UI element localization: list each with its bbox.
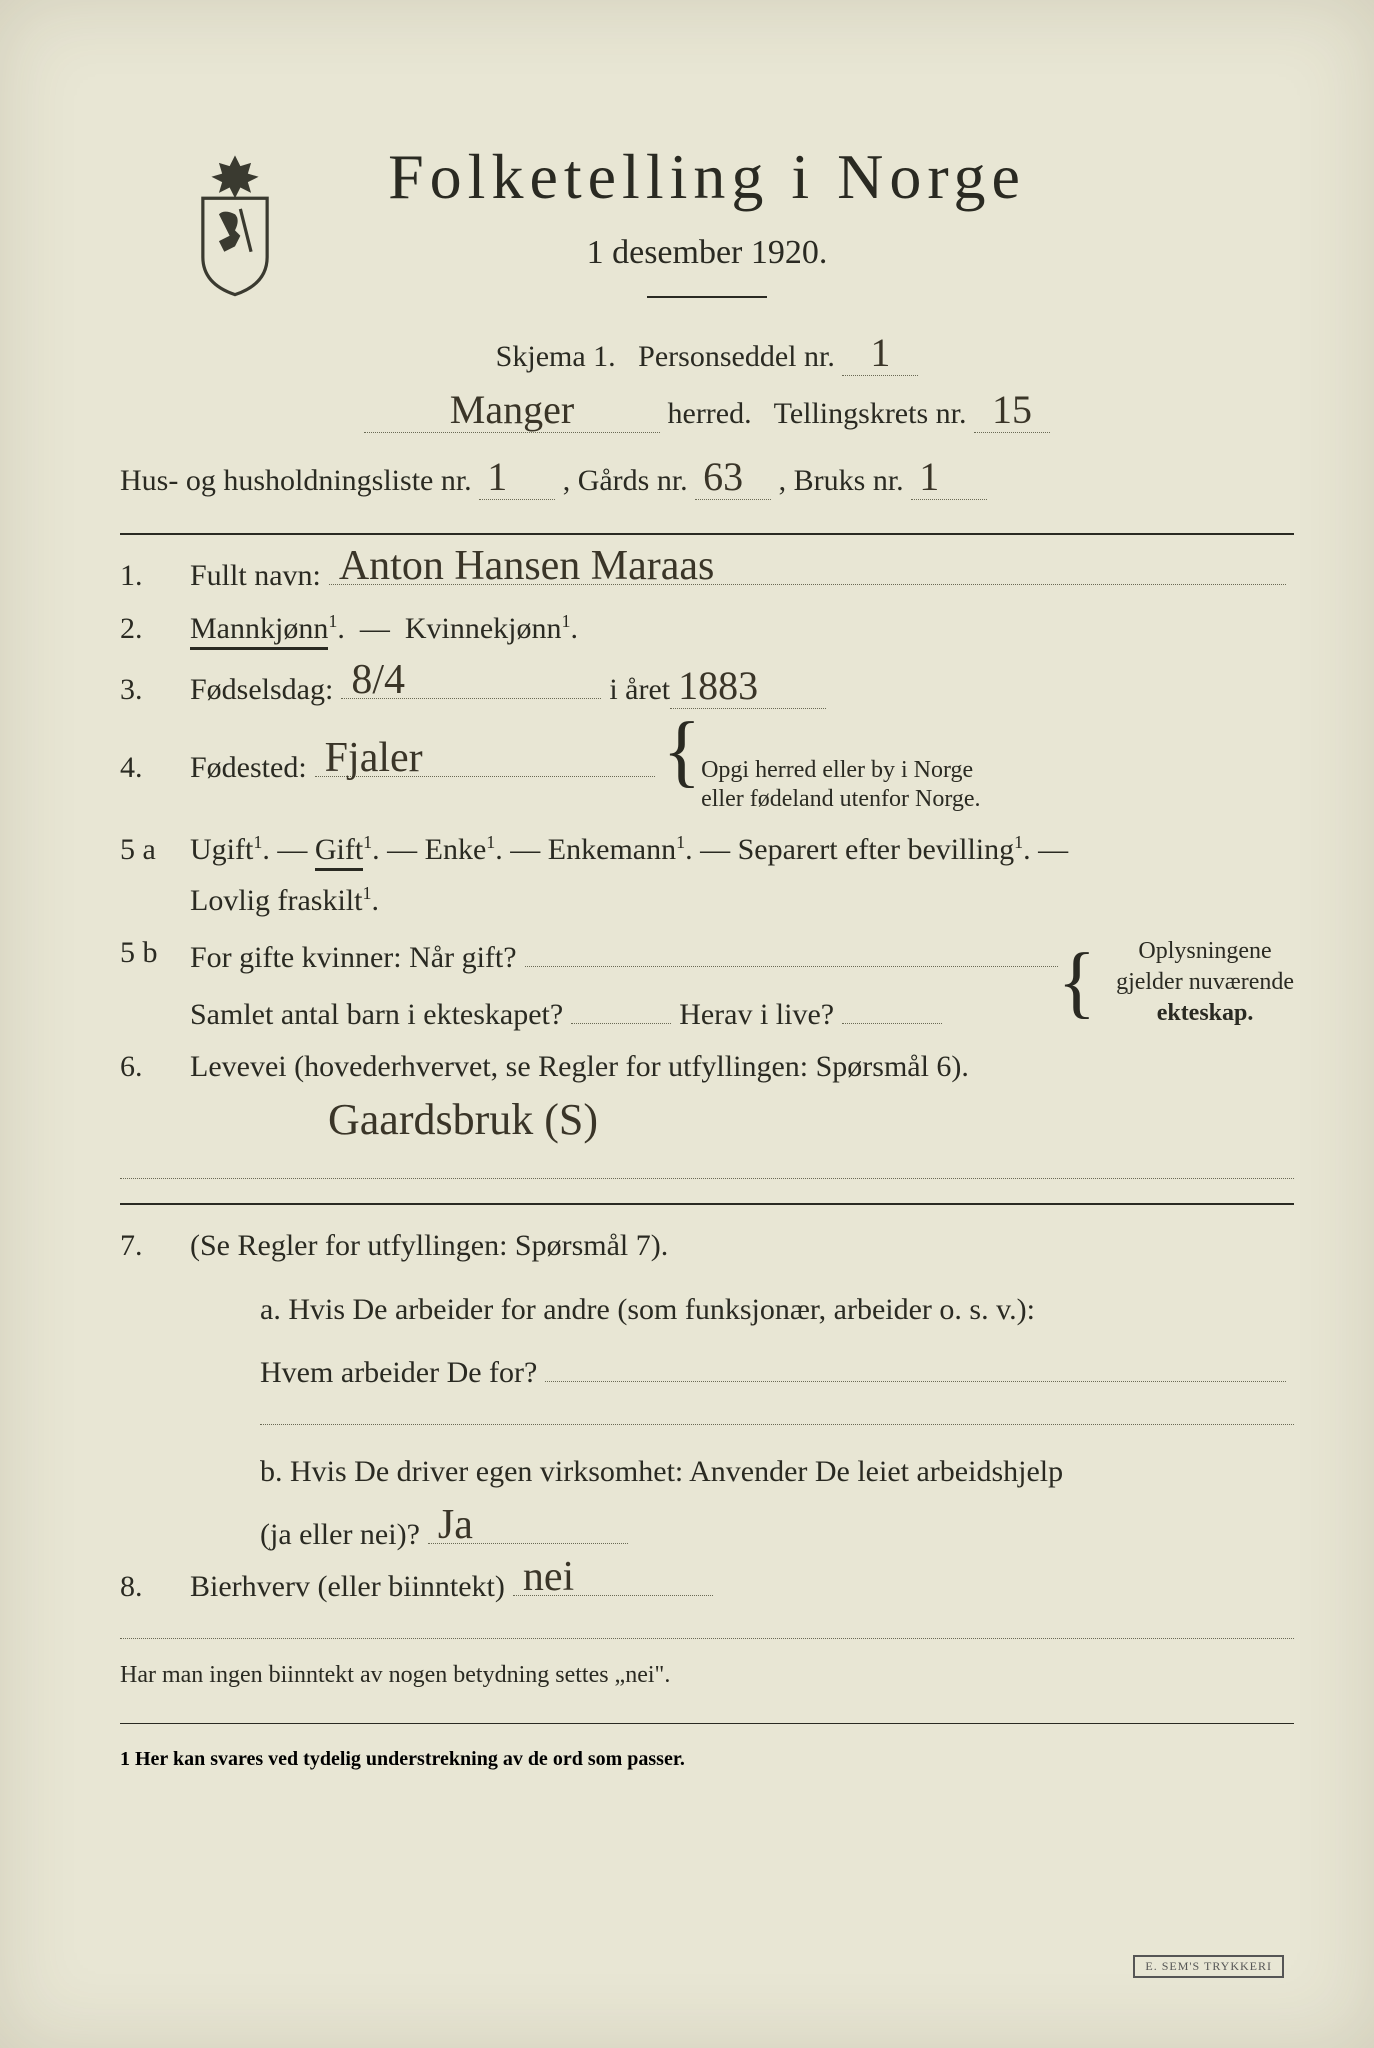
q5b-row: 5 b For gifte kvinner: Når gift? Samlet … [120, 936, 1294, 1032]
q6-value: Gaardsbruk (S) [320, 1096, 606, 1144]
q7b-label: b. Hvis De driver egen virksomhet: Anven… [260, 1455, 1063, 1488]
q6-label: Levevei (hovederhvervet, se Regler for u… [190, 1050, 969, 1084]
q7a-label: a. Hvis De arbeider for andre (som funks… [260, 1293, 1035, 1326]
q5a-ugift: Ugift [190, 833, 253, 866]
herred-label: herred. [668, 397, 752, 430]
q7a-sub-label: Hvem arbeider De for? [260, 1356, 537, 1390]
printer-stamp: E. SEM'S TRYKKERI [1133, 1955, 1284, 1978]
q2-mann: Mannkjønn [190, 612, 328, 650]
q3-num: 3. [120, 673, 190, 707]
q1-row: 1. Fullt navn: Anton Hansen Maraas [120, 559, 1294, 593]
q3-day: 8/4 [351, 656, 405, 704]
q3-year: 1883 [670, 664, 826, 709]
q5a-gift: Gift [315, 833, 363, 871]
q2-num: 2. [120, 612, 190, 646]
q5a-enke: Enke [425, 833, 487, 866]
q3-year-label: i året [609, 673, 670, 707]
coat-of-arms-icon [180, 150, 290, 300]
q5b-brace: { Oplysningene gjelder nuværende ekteska… [1058, 936, 1294, 1030]
q5b-label1: For gifte kvinner: Når gift? [190, 941, 517, 975]
q4-value: Fjaler [325, 734, 423, 782]
q5a-enkemann: Enkemann [548, 833, 676, 866]
gards-label: , Gårds nr. [563, 464, 688, 497]
q7-label: (Se Regler for utfyllingen: Spørsmål 7). [190, 1229, 668, 1263]
q7b-sub-label: (ja eller nei)? [260, 1518, 420, 1552]
q7-num: 7. [120, 1229, 190, 1263]
section-divider [120, 533, 1294, 535]
q5b-brace3: ekteskap. [1157, 1000, 1254, 1026]
q5b-brace2: gjelder nuværende [1116, 969, 1294, 995]
q4-label: Fødested: [190, 751, 307, 785]
q5a-separert: Separert efter bevilling [738, 833, 1015, 866]
q5b-num: 5 b [120, 936, 190, 970]
schema-line: Skjema 1. Personseddel nr. 1 [120, 328, 1294, 385]
bruks-nr: 1 [911, 455, 987, 500]
q1-label: Fullt navn: [190, 559, 321, 593]
husliste-label: Hus- og husholdningsliste nr. [120, 464, 472, 497]
q5b-label2: Samlet antal barn i ekteskapet? [190, 998, 563, 1032]
herred-line: Manger herred. Tellingskrets nr. 15 [120, 385, 1294, 442]
form-date: 1 desember 1920. [120, 234, 1294, 272]
q2-row: 2. Mannkjønn1. — Kvinnekjønn1. [120, 611, 1294, 646]
tellingskrets-nr: 15 [974, 388, 1050, 433]
q1-num: 1. [120, 559, 190, 593]
gards-nr: 63 [695, 455, 771, 500]
schema-label: Skjema 1. [496, 340, 616, 373]
brace-icon: { [663, 727, 701, 775]
herred-value: Manger [364, 388, 660, 433]
footer-note1: Har man ingen biinntekt av nogen betydni… [120, 1653, 1294, 1699]
q4-row: 4. Fødested: Fjaler { Opgi herred eller … [120, 727, 1294, 814]
q8-num: 8. [120, 1570, 190, 1604]
husliste-nr: 1 [479, 455, 555, 500]
personseddel-nr: 1 [842, 331, 918, 376]
census-form-page: Folketelling i Norge 1 desember 1920. Sk… [0, 0, 1374, 2048]
q5a-fraskilt: Lovlig fraskilt [190, 884, 362, 917]
q5b-brace1: Oplysningene [1138, 938, 1271, 964]
q8-label: Bierhverv (eller biinntekt) [190, 1570, 505, 1604]
footnote-divider [120, 1723, 1294, 1724]
tellingskrets-label: Tellingskrets nr. [774, 397, 967, 430]
q7-row: 7. (Se Regler for utfyllingen: Spørsmål … [120, 1229, 1294, 1263]
q4-num: 4. [120, 751, 190, 785]
bruks-label: , Bruks nr. [779, 464, 904, 497]
brace-icon: { [1058, 958, 1096, 1006]
title-divider [647, 296, 767, 298]
form-header: Folketelling i Norge 1 desember 1920. Sk… [120, 140, 1294, 442]
q4-note1: Opgi herred eller by i Norge [701, 757, 973, 783]
section-divider [120, 1203, 1294, 1205]
q4-note2: eller fødeland utenfor Norge. [701, 786, 980, 812]
q6-num: 6. [120, 1050, 190, 1084]
q8-row: 8. Bierhverv (eller biinntekt) nei [120, 1570, 1294, 1604]
q7b-sub: (ja eller nei)? Ja [120, 1518, 1294, 1552]
q3-row: 3. Fødselsdag: 8/4 i året 1883 [120, 664, 1294, 709]
q7b-line: b. Hvis De driver egen virksomhet: Anven… [120, 1443, 1294, 1500]
q7a-line: a. Hvis De arbeider for andre (som funks… [120, 1281, 1294, 1338]
q2-kvinne: Kvinnekjønn [405, 612, 562, 645]
personseddel-label: Personseddel nr. [638, 340, 835, 373]
q5a-row: 5 a Ugift1. — Gift1. — Enke1. — Enkemann… [120, 832, 1294, 918]
q6-row: 6. Levevei (hovederhvervet, se Regler fo… [120, 1050, 1294, 1179]
q5a-num: 5 a [120, 833, 190, 867]
form-title: Folketelling i Norge [120, 140, 1294, 214]
husliste-line: Hus- og husholdningsliste nr. 1 , Gårds … [120, 452, 1294, 509]
q5b-label3: Herav i live? [679, 998, 834, 1032]
q7a-sub: Hvem arbeider De for? [120, 1356, 1294, 1390]
q7b-value: Ja [438, 1501, 473, 1549]
q8-value: nei [523, 1553, 574, 1601]
footer-note2: 1 Her kan svares ved tydelig understrekn… [120, 1748, 1294, 1771]
q3-label: Fødselsdag: [190, 673, 333, 707]
q1-value: Anton Hansen Maraas [339, 542, 715, 590]
